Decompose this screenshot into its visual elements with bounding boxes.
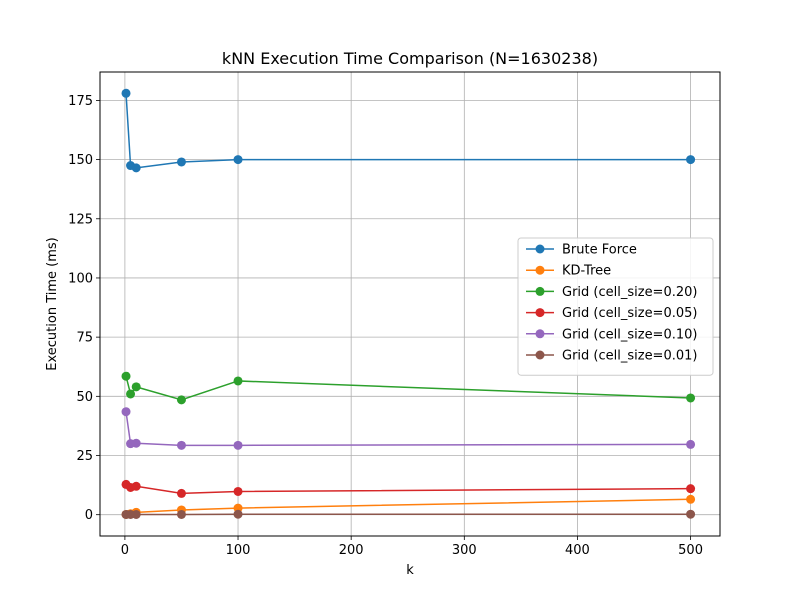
x-tick-label: 100 [226,543,251,558]
data-point [233,486,243,496]
legend-marker [535,265,545,275]
legend-entry: Grid (cell_size=0.01) [526,349,697,364]
series-layer [121,88,696,519]
data-point [233,509,243,519]
data-point [121,407,131,417]
legend-label: Grid (cell_size=0.05) [562,306,697,321]
series-4 [121,407,696,450]
data-point [176,440,186,450]
x-tick-label: 400 [565,543,590,558]
y-tick-label: 150 [68,153,93,168]
data-point [686,484,696,494]
data-point [131,382,141,392]
series-line [125,483,691,495]
series-line [125,93,691,169]
y-tick-label: 125 [68,212,93,227]
legend-label: KD-Tree [562,264,611,279]
data-point [233,440,243,450]
legend-marker [535,329,545,339]
legend-entry: KD-Tree [526,264,611,279]
data-point [131,481,141,491]
y-tick-label: 25 [76,449,93,464]
series-line [125,411,691,447]
data-point [121,88,131,98]
data-point [176,509,186,519]
series-0 [121,88,696,173]
series-3 [121,479,696,498]
legend-marker [535,286,545,296]
data-point [686,509,696,519]
y-tick-label: 0 [85,508,93,523]
data-point [233,376,243,386]
plot-frame [99,71,721,537]
ticks: 0 100 200 300 400 500 0 25 50 75 100 125 150 175 [68,94,703,558]
x-axis-label: k [406,563,414,578]
data-point [121,371,131,381]
y-tick-label: 175 [68,94,93,109]
x-tick-label: 0 [121,543,129,558]
legend-label: Grid (cell_size=0.01) [562,349,697,364]
legend-entry: Grid (cell_size=0.20) [526,285,697,300]
data-point [233,155,243,165]
data-point [686,494,696,504]
data-point [126,389,136,399]
legend-marker [535,308,545,318]
x-tick-label: 500 [678,543,703,558]
series-2 [121,371,696,405]
data-point [131,509,141,519]
data-point [176,395,186,405]
legend-label: Brute Force [562,243,637,258]
legend-entry: Grid (cell_size=0.10) [526,327,697,342]
data-point [233,503,243,513]
legend-marker [535,350,545,360]
x-tick-label: 300 [452,543,477,558]
x-tick-label: 200 [339,543,364,558]
data-point [131,438,141,448]
legend-marker [535,244,545,254]
legend-label: Grid (cell_size=0.20) [562,285,697,300]
data-point [131,163,141,173]
series-1 [121,494,696,519]
series-line [125,498,691,516]
series-5 [121,509,696,519]
chart-title: kNN Execution Time Comparison (N=1630238… [222,49,598,68]
legend-entry: Brute Force [526,243,637,258]
data-point [686,155,696,165]
data-point [686,439,696,449]
data-point [686,393,696,403]
data-point [176,488,186,498]
y-tick-label: 50 [76,390,93,405]
legend-label: Grid (cell_size=0.10) [562,327,697,342]
y-tick-label: 75 [76,331,93,346]
legend-entry: Grid (cell_size=0.05) [526,306,697,321]
legend-box [517,237,714,376]
y-tick-label: 100 [68,271,93,286]
y-axis-label: Execution Time (ms) [45,237,60,370]
data-point [176,157,186,167]
legend: Brute Force KD-Tree Grid (cell_size=0.20) G… [517,237,714,376]
